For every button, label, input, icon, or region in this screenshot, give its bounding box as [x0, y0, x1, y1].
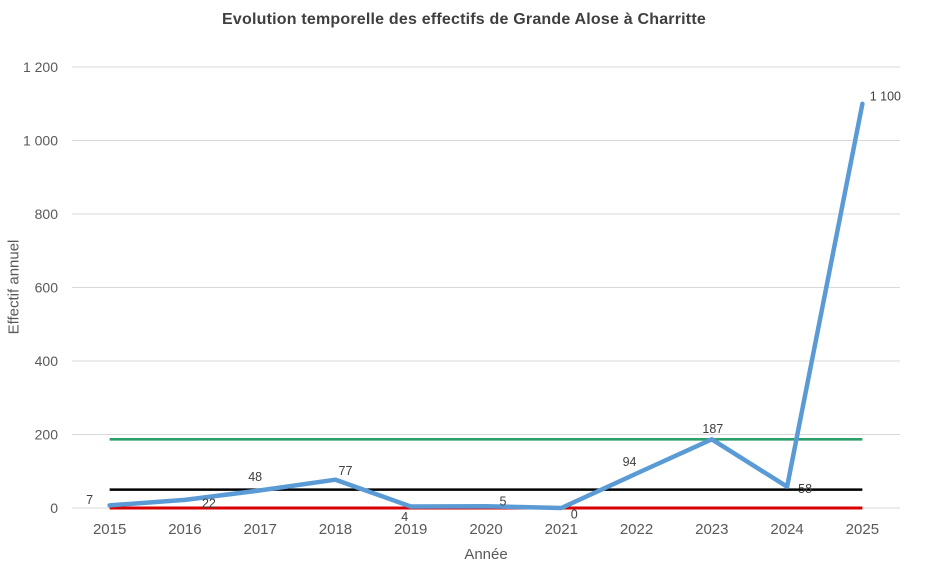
- data-label: 5: [500, 495, 507, 509]
- data-label: 48: [248, 470, 262, 484]
- data-label: 1 100: [870, 89, 901, 103]
- x-tick-label: 2025: [846, 521, 879, 538]
- data-label: 4: [401, 510, 408, 524]
- x-axis-title: Année: [464, 546, 508, 563]
- x-tick-label: 2021: [545, 521, 578, 538]
- x-tick-label: 2023: [695, 521, 728, 538]
- data-label: 94: [623, 455, 637, 469]
- data-label: 22: [202, 496, 216, 510]
- y-tick-label: 800: [35, 206, 59, 222]
- data-label: 187: [702, 422, 723, 436]
- y-axis-title: Effectif annuel: [5, 239, 23, 335]
- x-tick-label: 2022: [620, 521, 653, 538]
- series-line: [107, 101, 865, 511]
- data-label: 7: [86, 493, 93, 507]
- data-label: 58: [798, 482, 812, 496]
- y-tick-label: 1 000: [23, 133, 58, 149]
- y-tick-label: 200: [35, 427, 59, 443]
- y-tick-label: 1 200: [23, 59, 58, 75]
- x-tick-label: 2017: [243, 521, 276, 538]
- data-label: 77: [339, 464, 353, 478]
- x-tick-label: 2015: [93, 521, 126, 538]
- y-tick-label: 0: [50, 500, 58, 516]
- chart-title: Evolution temporelle des effectifs de Gr…: [222, 11, 706, 28]
- x-tick-label: 2016: [168, 521, 201, 538]
- x-tick-label: 2019: [394, 521, 427, 538]
- x-tick-label: 2020: [469, 521, 502, 538]
- x-tick-label: 2024: [770, 521, 803, 538]
- y-tick-label: 600: [35, 280, 59, 296]
- y-tick-label: 400: [35, 353, 59, 369]
- x-tick-label: 2018: [319, 521, 352, 538]
- data-label: 0: [571, 508, 578, 522]
